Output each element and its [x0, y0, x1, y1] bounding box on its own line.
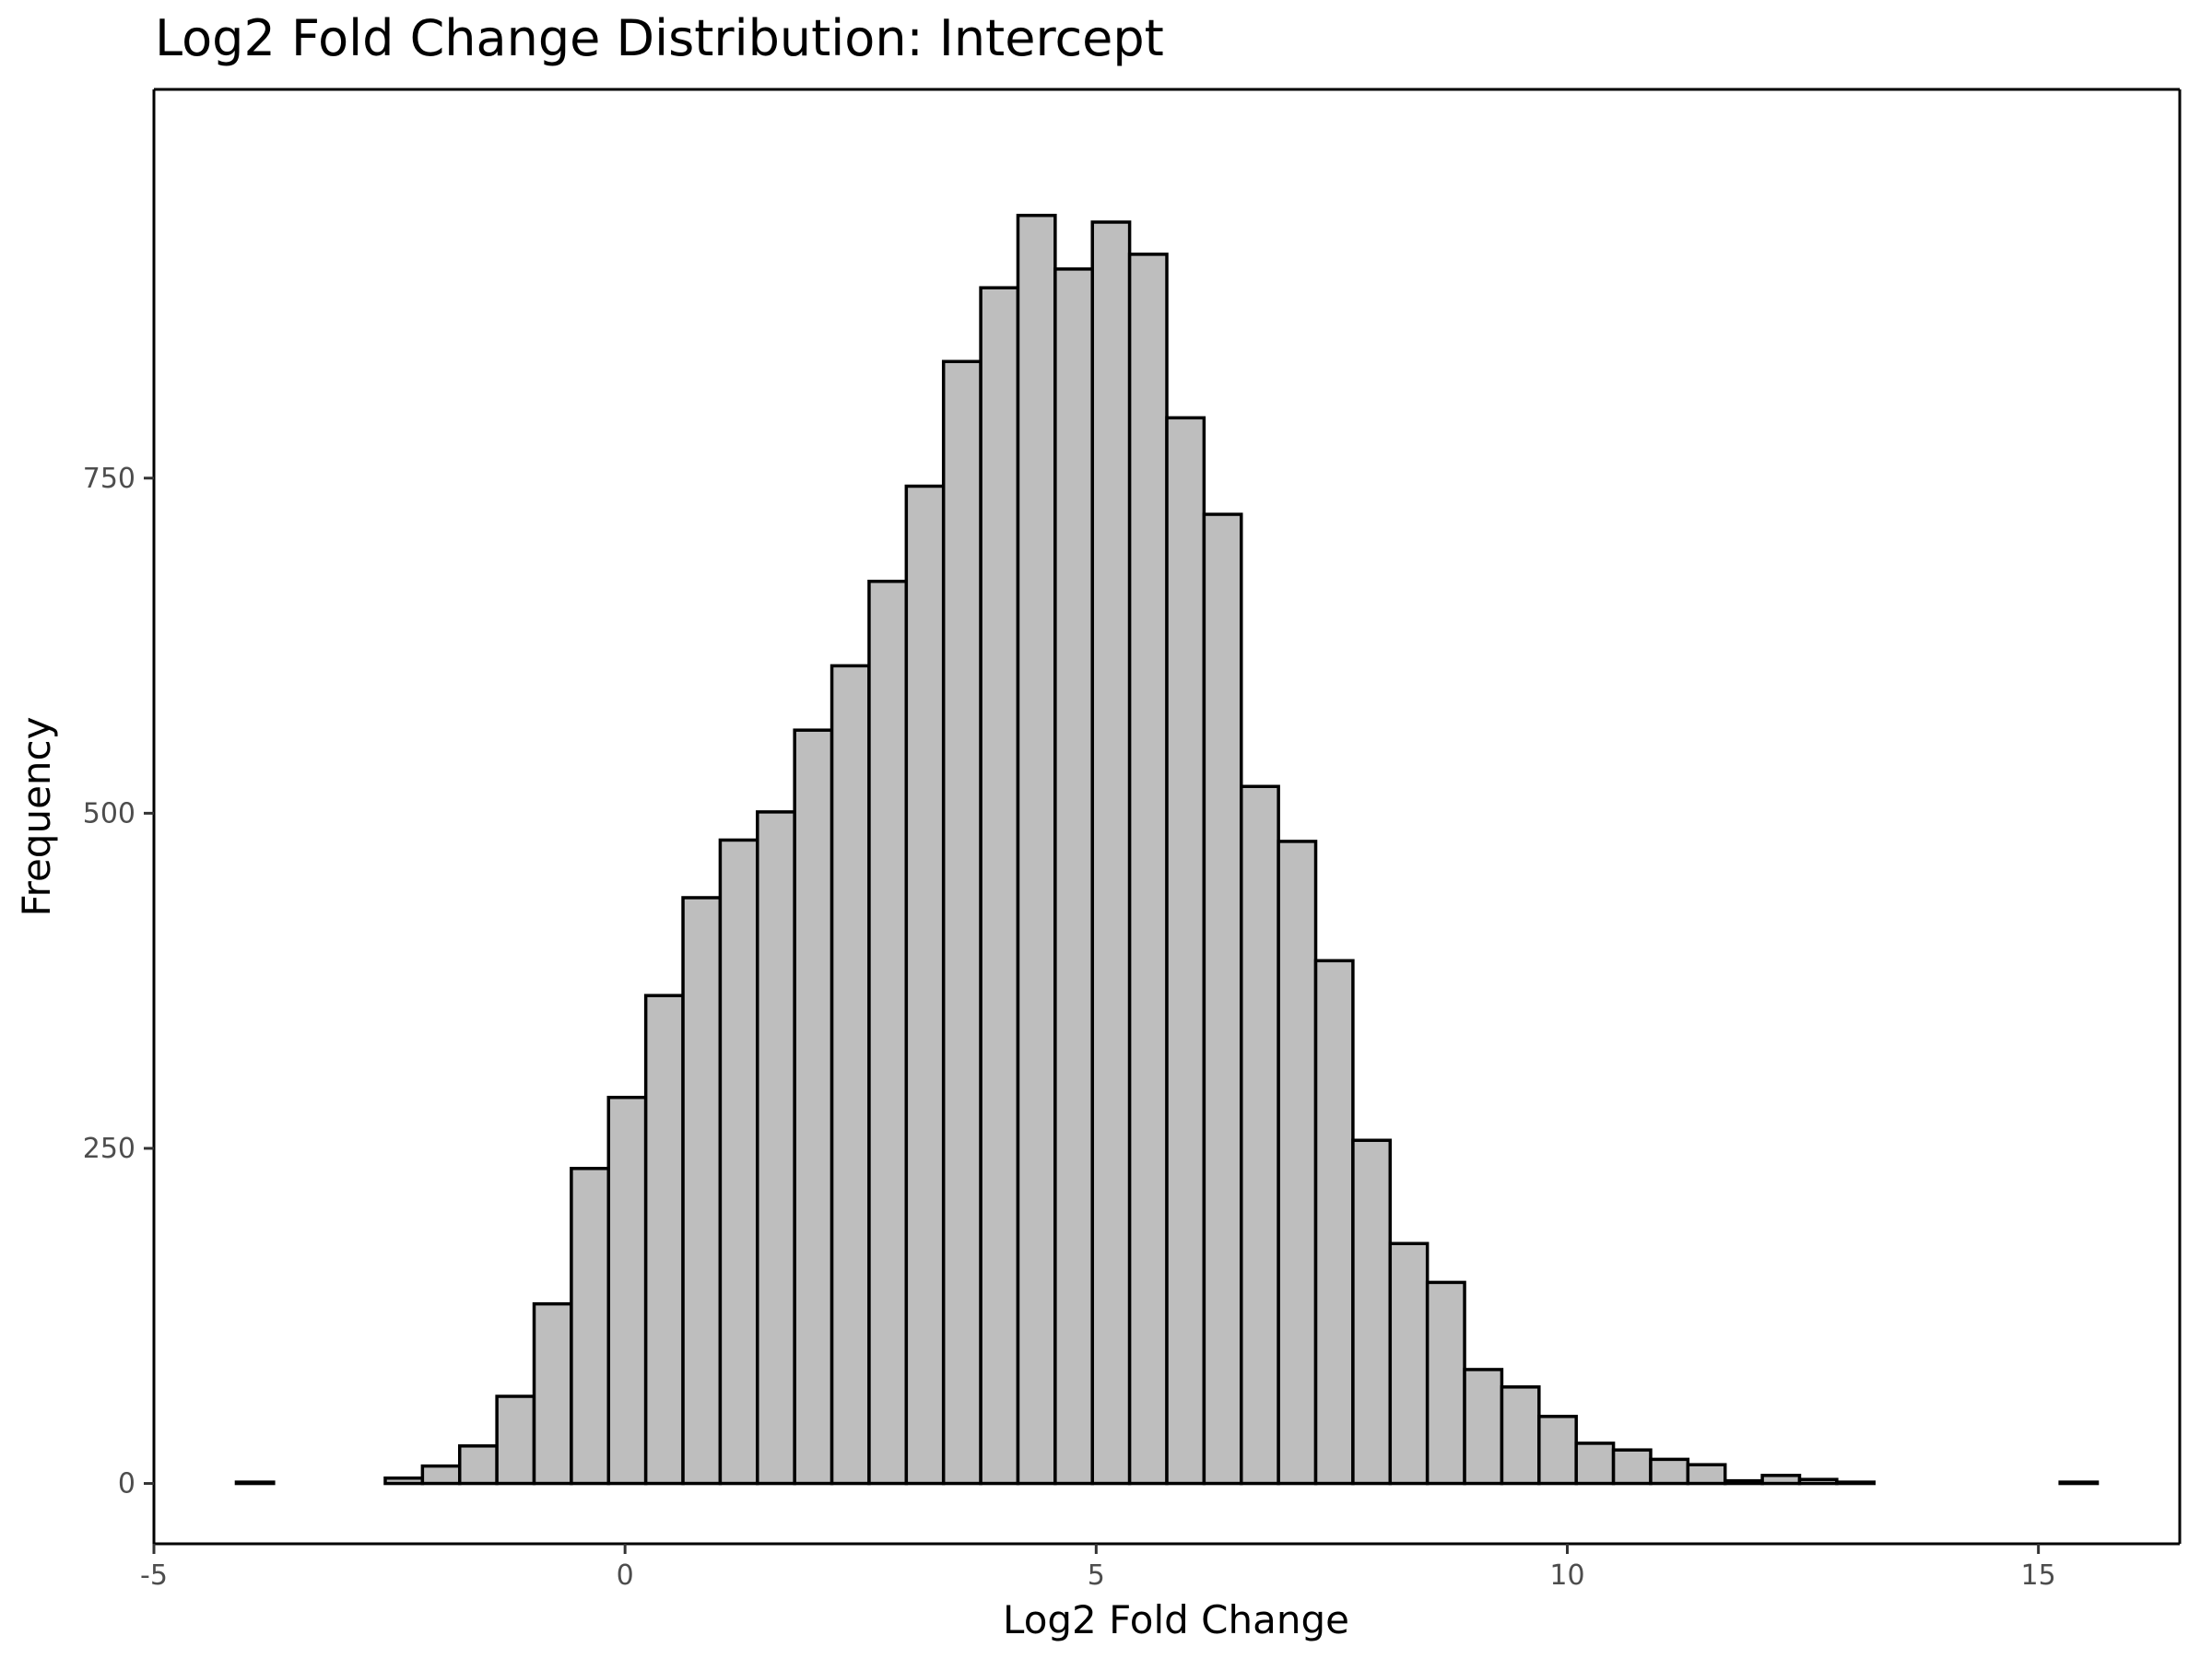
histogram-bar [1425, 1280, 1466, 1486]
histogram-bar [793, 728, 834, 1486]
histogram-bar [1313, 959, 1355, 1486]
histogram-bar [2058, 1480, 2100, 1486]
histogram-bar [643, 994, 685, 1486]
x-tick-label: 5 [1088, 1559, 1105, 1592]
histogram-bar [979, 286, 1020, 1486]
histogram-bar [904, 484, 946, 1486]
histogram-bar [867, 580, 909, 1486]
x-tick-label: 0 [617, 1559, 634, 1592]
y-tick-label: 750 [83, 463, 135, 495]
histogram-bar [1760, 1474, 1802, 1486]
histogram-bar [718, 838, 759, 1486]
histogram-bar [1090, 220, 1132, 1486]
histogram-bar [830, 664, 871, 1486]
histogram-bar [1127, 253, 1169, 1486]
histogram-bar [1537, 1415, 1578, 1486]
histogram-bar [570, 1167, 611, 1486]
chart-title: Log2 Fold Change Distribution: Intercept [155, 9, 1164, 67]
histogram-bar [457, 1444, 499, 1486]
histogram-bar [1277, 840, 1318, 1486]
histogram-bar [1574, 1441, 1616, 1486]
x-tick-label: 15 [2021, 1559, 2056, 1592]
histogram-bar [941, 359, 982, 1486]
histogram-bar [1053, 267, 1094, 1486]
x-axis-title: Log2 Fold Change [1003, 1597, 1349, 1642]
histogram-bar [1016, 213, 1057, 1486]
bars-group [234, 213, 2100, 1486]
x-axis-ticks: -5 0 5 10 15 [140, 1544, 2056, 1592]
histogram-bar [1165, 416, 1206, 1486]
histogram-bar [1723, 1478, 1764, 1486]
y-axis-title: Frequency [14, 717, 59, 917]
histogram-bar [420, 1464, 462, 1486]
histogram-bar [1240, 784, 1280, 1486]
histogram-bar [681, 896, 723, 1486]
x-tick-label: -5 [140, 1559, 168, 1592]
histogram-bar [1686, 1463, 1727, 1486]
y-tick-label: 250 [83, 1133, 135, 1165]
histogram-bar [756, 810, 796, 1486]
histogram-bar [1649, 1457, 1690, 1486]
histogram-bar [495, 1394, 536, 1486]
histogram-bar [234, 1480, 276, 1486]
histogram-bar [1797, 1477, 1839, 1486]
histogram-bar [1463, 1368, 1504, 1486]
histogram-bar [606, 1095, 648, 1486]
x-tick-label: 10 [1549, 1559, 1584, 1592]
histogram-bar [1611, 1448, 1653, 1486]
y-axis-ticks: 0 250 500 750 [83, 463, 154, 1500]
y-tick-label: 500 [83, 797, 135, 830]
histogram-bar [1835, 1480, 1877, 1486]
histogram-bar [383, 1476, 425, 1486]
histogram-bar [1351, 1138, 1393, 1486]
histogram-bar [532, 1301, 573, 1486]
histogram-bar [1500, 1385, 1541, 1486]
y-tick-label: 0 [118, 1468, 135, 1500]
histogram-bar [1388, 1241, 1430, 1486]
histogram-bar [1202, 512, 1243, 1486]
